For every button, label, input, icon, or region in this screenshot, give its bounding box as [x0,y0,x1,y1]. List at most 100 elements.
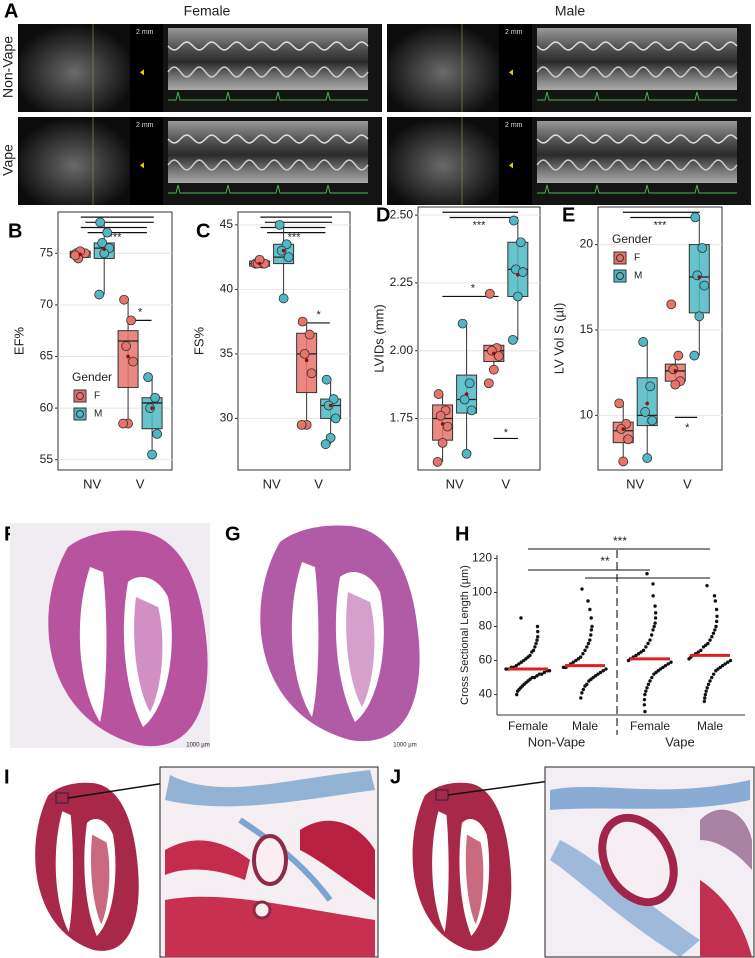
significance-label: *** [473,219,487,231]
significance-label: ** [600,554,610,568]
scale-column [130,24,163,112]
scale-bar-label: 1000 µm [393,743,416,749]
trichrome-zoom [544,766,755,958]
column-label: Female [184,3,231,19]
data-point [297,316,308,327]
data-point [533,645,537,649]
y-tick-label: 60 [40,400,54,414]
data-point [650,675,654,680]
significance-label: *** [109,232,123,244]
mean-point [621,427,625,431]
data-point [578,655,583,659]
mean-point [645,401,649,406]
data-point [320,439,331,450]
data-point [536,629,540,634]
data-point [274,219,285,230]
data-point [643,692,647,697]
data-point [651,582,655,586]
data-point [666,299,677,310]
data-point [661,665,665,670]
data-point [534,641,538,646]
scale-label: 2 mm [505,29,523,36]
data-point [699,280,710,291]
data-point [147,449,157,460]
data-point [517,267,528,277]
mean-point [516,272,520,277]
data-point [70,250,81,261]
data-point [437,437,448,448]
y-tick-label: 2.50 [390,207,414,221]
data-point [483,378,494,389]
data-point [701,645,706,649]
group-label: Non-Vape [528,734,586,749]
data-point [535,674,539,678]
data-point [94,289,105,300]
data-point [306,368,317,379]
data-point [504,667,508,671]
wall-trace [536,66,738,78]
panel-label: J [390,766,401,788]
data-point [663,663,668,668]
data-point [152,428,162,439]
data-point [466,405,477,416]
mean-point [281,248,286,253]
data-point [580,587,584,591]
data-point [648,679,652,683]
data-point [651,628,655,632]
significance-label: * [685,422,690,434]
data-point [519,616,523,620]
data-point [590,624,594,629]
y-axis-label: LV Vol S (µl) [551,303,566,375]
data-point [521,658,526,663]
data-point [713,628,717,632]
x-tick-label: Male [697,719,723,733]
legend-label: M [634,271,642,282]
data-point [658,667,663,671]
data-point [508,215,519,226]
mean-point [150,406,154,410]
y-tick-label: 65 [40,349,54,363]
data-point [598,670,603,675]
trichrome-zoom [159,766,379,958]
y-axis-label: LVIDs (mm) [371,304,386,372]
data-point [145,403,155,413]
ecg-trace [168,91,368,101]
histology-image [10,523,210,748]
data-point [643,709,647,714]
data-point [507,334,518,345]
data-point [692,270,703,281]
trichrome-image [412,782,512,951]
data-point [653,616,658,620]
b-mode-image [387,117,499,205]
data-point [694,311,705,322]
data-point [581,687,586,692]
data-point [561,665,566,670]
data-point [653,611,658,615]
data-point [596,672,600,676]
legend-title: Gender [72,370,112,384]
data-point [576,657,581,661]
y-tick-label: 20 [580,237,594,251]
data-point [126,315,136,326]
x-tick-label: V [502,476,511,491]
data-point [652,624,656,629]
legend-marker [616,272,624,280]
data-point [714,619,719,624]
data-point [641,648,646,653]
data-point [118,418,128,429]
y-tick-label: 75 [40,245,54,259]
data-point [711,672,716,676]
data-point [457,318,468,329]
legend-marker [76,410,84,418]
x-tick-label: NV [446,476,464,491]
m-mode-band [537,28,737,90]
data-point [574,658,578,663]
data-point [626,658,631,663]
data-point [705,686,709,690]
data-point [150,392,160,403]
data-point [618,456,629,467]
scale-column [499,117,532,205]
data-point [601,669,605,673]
mean-point [304,358,309,363]
